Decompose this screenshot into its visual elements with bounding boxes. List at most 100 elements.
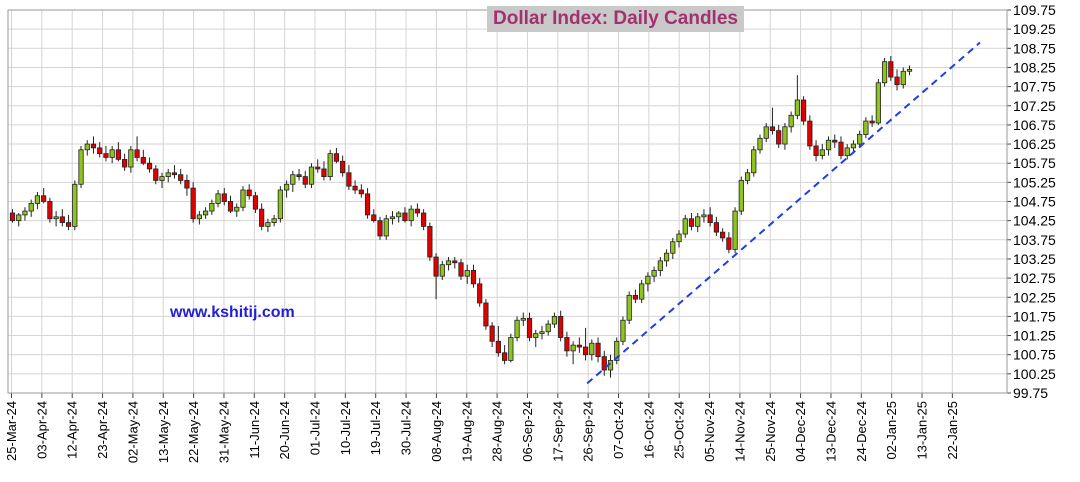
- candle-body: [352, 185, 358, 191]
- y-tick-label: 102.75: [1013, 270, 1056, 286]
- x-tick-label: 08-Aug-24: [429, 401, 444, 462]
- y-tick-label: 105.25: [1013, 174, 1056, 190]
- candle-body: [22, 210, 28, 216]
- y-axis-tick-labels: 109.75 109.25 108.75 108.25 107.75 107.25 106.…: [1013, 2, 1056, 401]
- candle-body: [838, 141, 844, 156]
- candle-body: [533, 333, 539, 338]
- x-tick-label: 02-May-24: [125, 401, 140, 463]
- x-tick-label: 26-Sep-24: [581, 401, 596, 462]
- candle-body: [520, 317, 526, 321]
- candle-body: [695, 216, 701, 227]
- candle-body: [97, 147, 103, 155]
- candle-body: [489, 325, 495, 342]
- candle-body: [458, 262, 464, 277]
- candle-body: [564, 337, 570, 352]
- candle-body: [109, 149, 115, 158]
- candle-body: [888, 61, 894, 78]
- x-tick-label: 05-Nov-24: [702, 401, 717, 462]
- candle-body: [670, 241, 676, 254]
- candle-body: [271, 218, 277, 223]
- x-tick-label: 11-Jun-24: [247, 401, 262, 459]
- candle-body: [277, 189, 283, 220]
- candle-body: [321, 168, 327, 178]
- candle-body: [315, 166, 321, 170]
- candle-body: [551, 315, 558, 325]
- candle-body: [371, 214, 377, 222]
- watermark-link[interactable]: www.kshitij.com: [170, 304, 295, 321]
- y-tick-label: 108.75: [1013, 40, 1056, 56]
- candle-body: [863, 120, 869, 135]
- candle-body: [246, 189, 252, 197]
- candle-body: [402, 212, 408, 222]
- candle-body: [427, 225, 433, 258]
- x-tick-label: 22-Jan-25: [945, 401, 960, 460]
- candle-body: [832, 139, 838, 143]
- candle-body: [807, 120, 813, 147]
- candle-body: [676, 233, 682, 243]
- candle-body: [713, 222, 719, 233]
- candle-body: [171, 172, 178, 176]
- candle-body: [134, 149, 140, 158]
- candle-body: [290, 174, 296, 185]
- candle-body: [763, 126, 769, 139]
- candle-body: [72, 183, 78, 227]
- y-tick-label: 103.75: [1013, 232, 1056, 248]
- candle-body: [539, 331, 545, 335]
- candle-body: [470, 270, 477, 285]
- y-tick-label: 100.75: [1013, 347, 1056, 363]
- candle-body: [445, 260, 452, 266]
- candle-body: [707, 214, 713, 223]
- y-tick-label: 105.75: [1013, 155, 1056, 171]
- candle-body: [103, 153, 109, 158]
- candle-body: [645, 275, 651, 285]
- x-tick-label: 02-Jan-25: [884, 401, 899, 460]
- y-tick-label: 106.25: [1013, 136, 1056, 152]
- x-tick-label: 31-May-24: [216, 401, 231, 463]
- candle-body: [601, 356, 607, 371]
- x-tick-label: 17-Sep-24: [550, 401, 565, 462]
- candle-body: [857, 134, 863, 145]
- x-tick-label: 19-Aug-24: [459, 401, 474, 462]
- candle-body: [296, 174, 302, 178]
- candle-body: [84, 143, 90, 151]
- candle-body: [240, 189, 246, 208]
- candle-body: [184, 180, 190, 189]
- x-tick-label: 30-Jul-24: [399, 401, 414, 455]
- candle-body: [508, 337, 514, 361]
- candle-body: [59, 216, 65, 223]
- x-tick-label: 10-Jul-24: [338, 401, 353, 455]
- candle-body: [869, 120, 875, 124]
- candle-body: [34, 195, 41, 204]
- candle-body: [308, 166, 315, 185]
- candle-body: [65, 222, 72, 227]
- candle-body: [259, 208, 265, 227]
- candle-body: [595, 342, 601, 358]
- x-tick-label: 25-Mar-24: [4, 401, 19, 461]
- candle-body: [682, 218, 688, 235]
- candle-body: [906, 68, 913, 72]
- x-tick-label: 20-Jun-24: [277, 401, 292, 460]
- candle-body: [776, 130, 782, 145]
- candle-body: [844, 147, 850, 156]
- x-tick-label: 25-Nov-24: [763, 401, 778, 462]
- candle-body: [358, 189, 364, 195]
- candle-body: [632, 294, 639, 300]
- candle-body: [744, 172, 751, 181]
- candles: [9, 55, 913, 378]
- candle-body: [589, 342, 595, 356]
- x-tick-label: 04-Dec-24: [793, 401, 808, 462]
- candle-body: [732, 210, 738, 250]
- candle-body: [28, 203, 34, 212]
- candle-body: [614, 340, 620, 361]
- candle-body: [626, 294, 632, 321]
- candle-body: [159, 176, 165, 181]
- x-tick-label: 13-May-24: [156, 401, 171, 463]
- candle-body: [738, 180, 744, 212]
- y-tick-label: 104.25: [1013, 213, 1056, 229]
- candle-body: [582, 346, 589, 356]
- candle-body: [825, 139, 832, 151]
- candle-body: [452, 260, 458, 264]
- x-tick-label: 12-Apr-24: [65, 401, 80, 459]
- x-tick-label: 03-Apr-24: [34, 401, 49, 459]
